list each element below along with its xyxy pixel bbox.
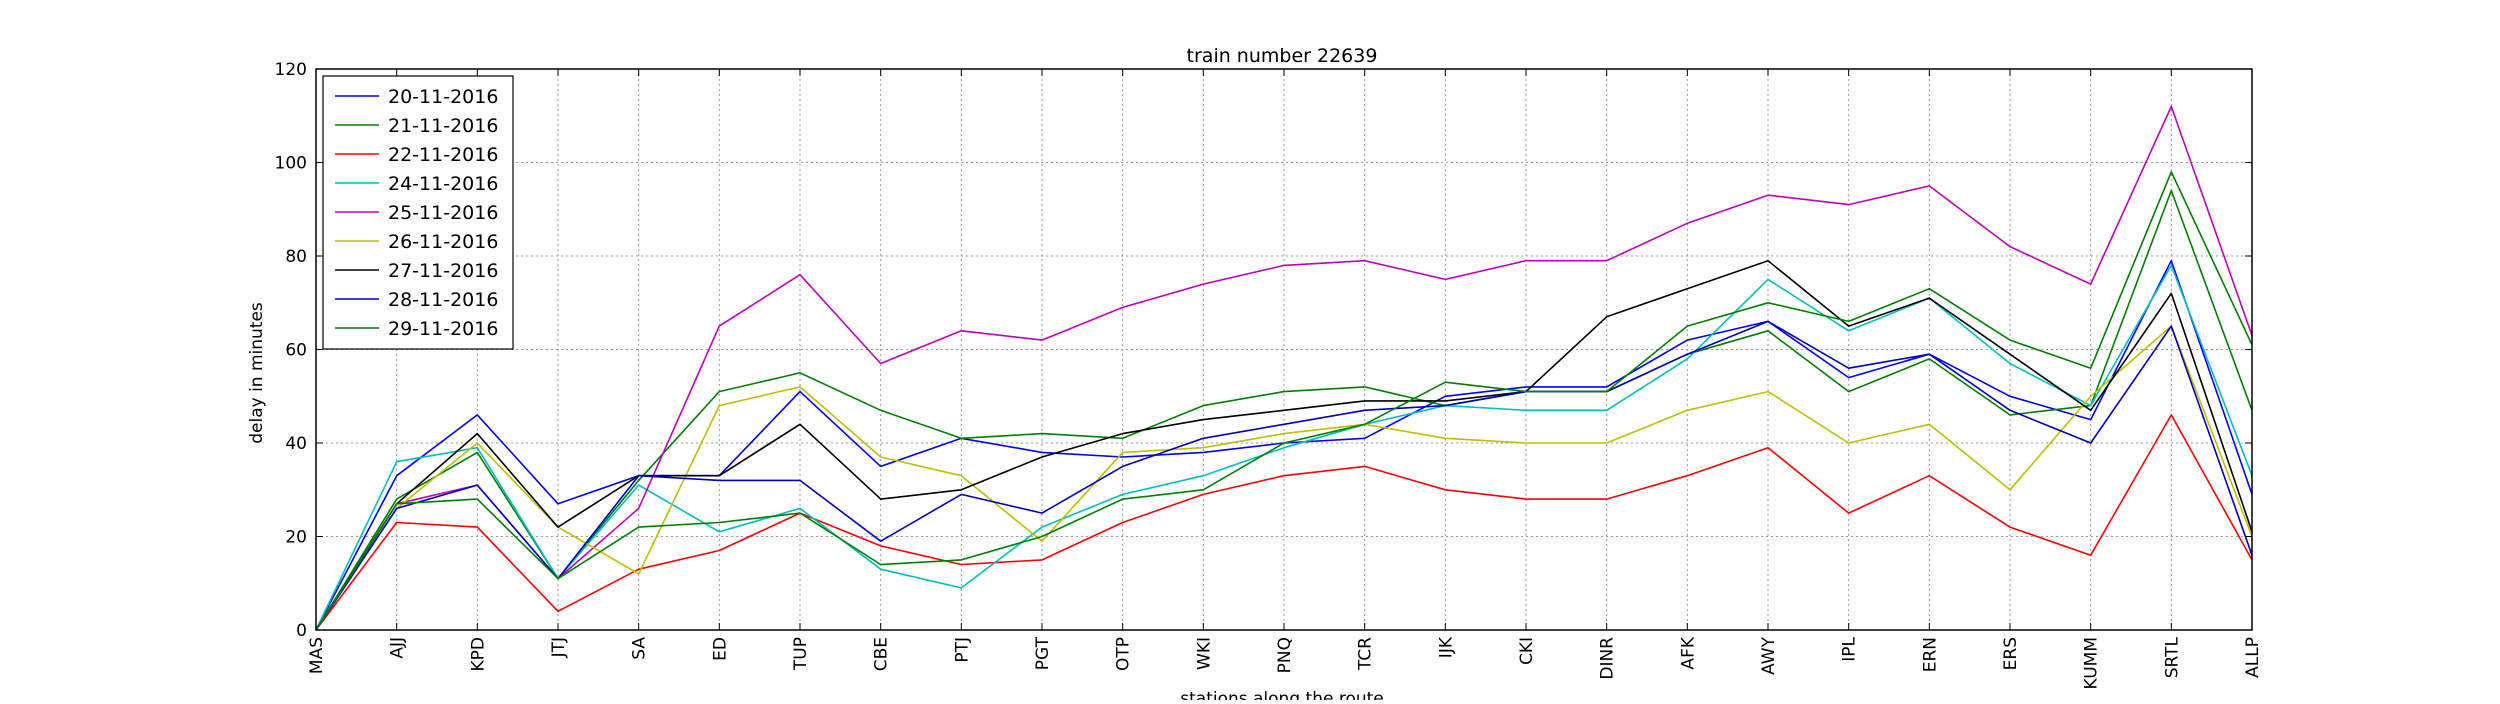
axis-ticks: MAS AJJ KPD JTJ SA ED TUP CBE PTJ PGT OTP WKI PNQ TCR… — [275, 60, 2263, 689]
legend-label: 27-11-2016 — [388, 260, 498, 282]
y-tick-label: 80 — [285, 247, 307, 267]
x-tick-label: ERS — [2001, 637, 2021, 670]
x-tick-label: WKI — [1194, 637, 1214, 670]
x-tick-label: IJK — [1436, 636, 1456, 658]
x-tick-label: PNQ — [1275, 637, 1295, 673]
legend-label: 26-11-2016 — [388, 231, 498, 253]
x-tick-label: AJJ — [388, 637, 408, 659]
series-lines — [315, 105, 2253, 631]
legend: 20-11-2016 21-11-2016 22-11-2016 24-11-2016… — [322, 75, 514, 350]
y-axis-label: delay in minutes — [247, 302, 267, 444]
x-tick-label: AFK — [1678, 636, 1698, 669]
legend-label: 28-11-2016 — [388, 289, 498, 311]
x-tick-label: OTP — [1114, 637, 1134, 671]
legend-label: 20-11-2016 — [388, 86, 498, 108]
legend-label: 21-11-2016 — [388, 115, 498, 137]
legend-label: 29-11-2016 — [388, 318, 498, 340]
x-tick-label: MAS — [307, 637, 327, 674]
series-line — [315, 189, 2253, 631]
x-tick-label: PGT — [1033, 636, 1053, 670]
x-tick-label: TUP — [791, 637, 811, 671]
x-tick-label: ALLP — [2243, 637, 2263, 678]
series-line — [315, 320, 2253, 631]
legend-label: 24-11-2016 — [388, 173, 498, 195]
chart-title: train number 22639 — [1187, 45, 1378, 67]
x-tick-label: KUMM — [2082, 637, 2102, 689]
y-tick-label: 0 — [296, 621, 307, 641]
x-tick-label: AWY — [1759, 636, 1779, 675]
x-tick-label: ED — [710, 637, 730, 661]
x-tick-label: SA — [630, 637, 650, 660]
x-tick-label: PTJ — [952, 637, 972, 663]
legend-label: 25-11-2016 — [388, 202, 498, 224]
x-tick-label: KPD — [468, 637, 488, 672]
y-tick-label: 40 — [285, 434, 307, 454]
y-tick-label: 20 — [285, 528, 307, 548]
x-tick-label: IPL — [1840, 636, 1860, 661]
x-tick-label: JTJ — [549, 637, 569, 658]
y-tick-label: 120 — [275, 60, 307, 80]
series-line — [315, 325, 2253, 631]
y-tick-label: 60 — [285, 341, 307, 361]
x-tick-label: TCR — [1356, 637, 1376, 671]
series-line — [315, 171, 2253, 631]
x-axis-label: stations along the route — [1180, 689, 1384, 700]
x-tick-label: CBE — [872, 637, 892, 671]
series-line — [315, 414, 2253, 631]
x-tick-label: ERN — [1920, 637, 1940, 672]
x-tick-label: DINR — [1598, 637, 1618, 680]
x-tick-label: SRTL — [2162, 636, 2182, 678]
legend-label: 22-11-2016 — [388, 144, 498, 166]
x-tick-label: CKI — [1517, 637, 1537, 665]
series-line — [315, 105, 2253, 631]
y-tick-label: 100 — [275, 154, 307, 174]
